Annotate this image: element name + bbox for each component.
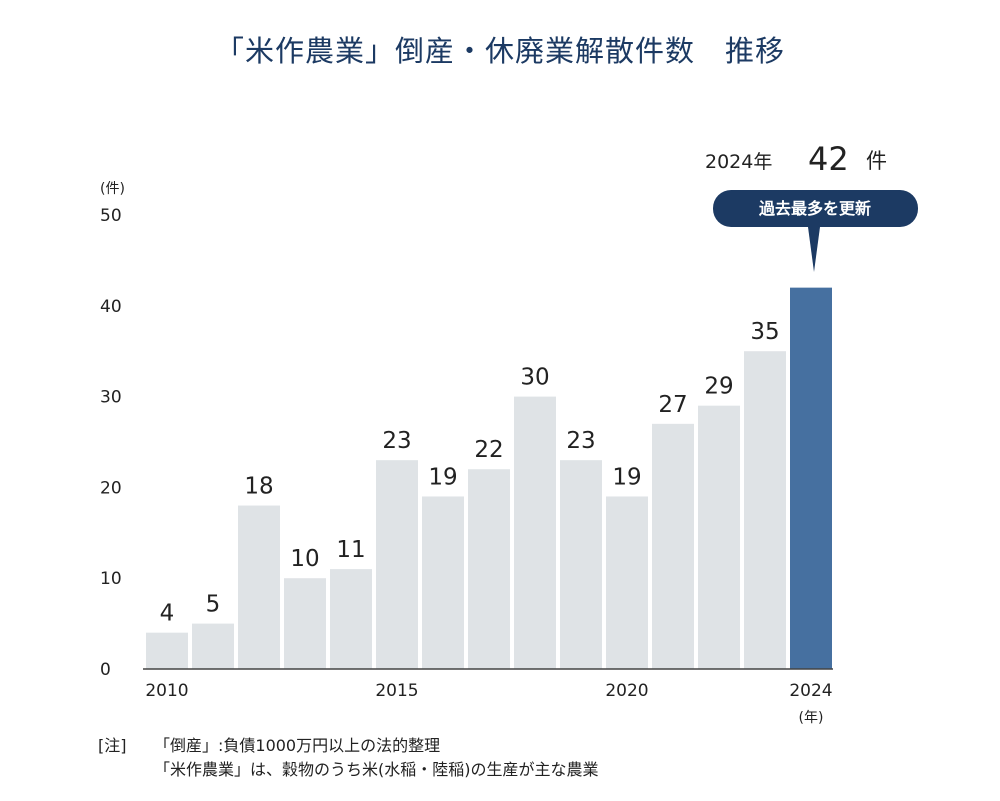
- data-label-2014: 11: [336, 537, 365, 563]
- bar-2015: [376, 460, 418, 669]
- bars-group: [146, 287, 832, 669]
- footnote-line-2: 「米作農業」は、穀物のうち米(水稲・陸稲)の生産が主な農業: [154, 760, 599, 779]
- data-label-2017: 22: [474, 437, 503, 463]
- x-tick-2024: 2024: [789, 681, 832, 701]
- footnote: [注] 「倒産」:負債1000万円以上の法的整理 「米作農業」は、穀物のうち米(水…: [98, 734, 599, 782]
- bar-2023: [744, 351, 786, 669]
- data-label-2020: 19: [612, 464, 641, 490]
- data-label-2023: 35: [750, 319, 779, 345]
- bar-2024: [790, 287, 832, 669]
- bar-2010: [146, 632, 188, 669]
- highlight-unit-label: 件: [866, 149, 887, 173]
- bar-2016: [422, 496, 464, 669]
- y-ticks-group: 0 10 20 30 40 50: [100, 206, 122, 680]
- record-badge-text: 過去最多を更新: [758, 199, 871, 218]
- x-ticks-group: 2010 2015 2020 2024: [145, 681, 832, 701]
- highlight-year-label: 2024年: [705, 151, 772, 173]
- x-tick-2015: 2015: [375, 681, 418, 701]
- data-label-2015: 23: [382, 428, 411, 454]
- bar-2011: [192, 623, 234, 669]
- bar-2014: [330, 569, 372, 669]
- y-tick-30: 30: [100, 388, 122, 408]
- data-label-2018: 30: [520, 365, 549, 391]
- highlight-annotation: 2024年 42 件 過去最多を更新: [705, 140, 918, 272]
- footnote-bracket: [注]: [98, 736, 127, 755]
- footnote-text-1: 「倒産」:負債1000万円以上の法的整理: [154, 736, 441, 755]
- bar-2013: [284, 578, 326, 669]
- data-label-2012: 18: [244, 474, 273, 500]
- y-axis-unit: (件): [100, 181, 125, 197]
- data-label-2011: 5: [206, 592, 221, 618]
- bar-2018: [514, 396, 556, 669]
- chart-title: 「米作農業」倒産・休廃業解散件数 推移: [214, 34, 785, 68]
- badge-pointer: [808, 227, 820, 272]
- data-label-2019: 23: [566, 428, 595, 454]
- data-label-2022: 29: [704, 374, 733, 400]
- x-axis-unit: (年): [799, 710, 824, 726]
- record-badge: [713, 190, 918, 227]
- y-tick-50: 50: [100, 206, 122, 226]
- data-label-2013: 10: [290, 546, 319, 572]
- x-tick-2010: 2010: [145, 681, 188, 701]
- highlight-value-label: 42: [808, 140, 849, 178]
- bar-2012: [238, 505, 280, 669]
- bar-2019: [560, 460, 602, 669]
- y-tick-10: 10: [100, 569, 122, 589]
- footnote-line-1: [注] 「倒産」:負債1000万円以上の法的整理: [98, 734, 599, 758]
- data-label-2016: 19: [428, 464, 457, 490]
- data-label-2010: 4: [160, 601, 175, 627]
- y-tick-40: 40: [100, 297, 122, 317]
- y-tick-20: 20: [100, 478, 122, 498]
- bar-2017: [468, 469, 510, 669]
- data-labels-group: 4 5 18 10 11 23 19 22 30 23 19 27 29 35: [160, 319, 780, 626]
- bar-2022: [698, 405, 740, 669]
- bar-2021: [652, 423, 694, 669]
- x-tick-2020: 2020: [605, 681, 648, 701]
- bar-2020: [606, 496, 648, 669]
- y-tick-0: 0: [100, 660, 111, 680]
- data-label-2021: 27: [658, 392, 687, 418]
